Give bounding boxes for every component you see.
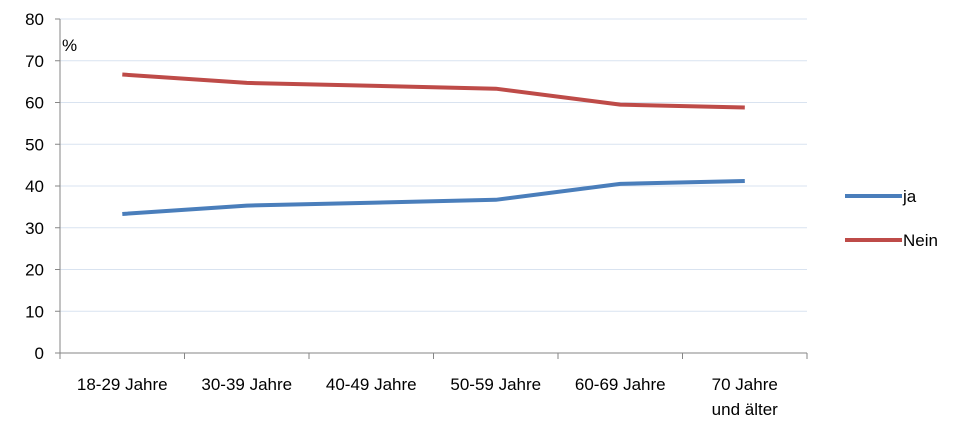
x-tick-label: 60-69 Jahre	[575, 375, 666, 394]
x-tick-label: 70 Jahre	[712, 375, 778, 394]
legend: ja Nein	[845, 187, 938, 250]
y-tick-label: 80	[25, 10, 44, 29]
series-lines	[122, 72, 745, 216]
y-tick-label: 50	[25, 135, 44, 154]
x-tick-label: 30-39 Jahre	[201, 375, 292, 394]
x-tick-label: 18-29 Jahre	[77, 375, 168, 394]
x-tick-label: und älter	[712, 400, 778, 419]
x-tick-label: 50-59 Jahre	[450, 375, 541, 394]
y-tick-label: 0	[35, 344, 44, 363]
series-line-ja	[122, 179, 745, 216]
y-tick-label: 60	[25, 94, 44, 113]
y-tick-label: 20	[25, 261, 44, 280]
x-tick-label: 40-49 Jahre	[326, 375, 417, 394]
axes	[55, 18, 808, 359]
y-tick-label: 30	[25, 219, 44, 238]
series-line-nein	[122, 72, 745, 110]
legend-label: ja	[902, 187, 917, 206]
x-tick-labels: 18-29 Jahre 30-39 Jahre 40-49 Jahre 50-59 J…	[77, 375, 778, 419]
legend-label: Nein	[903, 231, 938, 250]
y-tick-labels: 0 10 20 30 40 50 60 70 80	[25, 10, 44, 363]
y-tick-label: 40	[25, 177, 44, 196]
y-axis-unit-label: %	[62, 36, 77, 55]
gridlines	[60, 18, 807, 312]
y-tick-label: 70	[25, 52, 44, 71]
y-tick-label: 10	[25, 302, 44, 321]
